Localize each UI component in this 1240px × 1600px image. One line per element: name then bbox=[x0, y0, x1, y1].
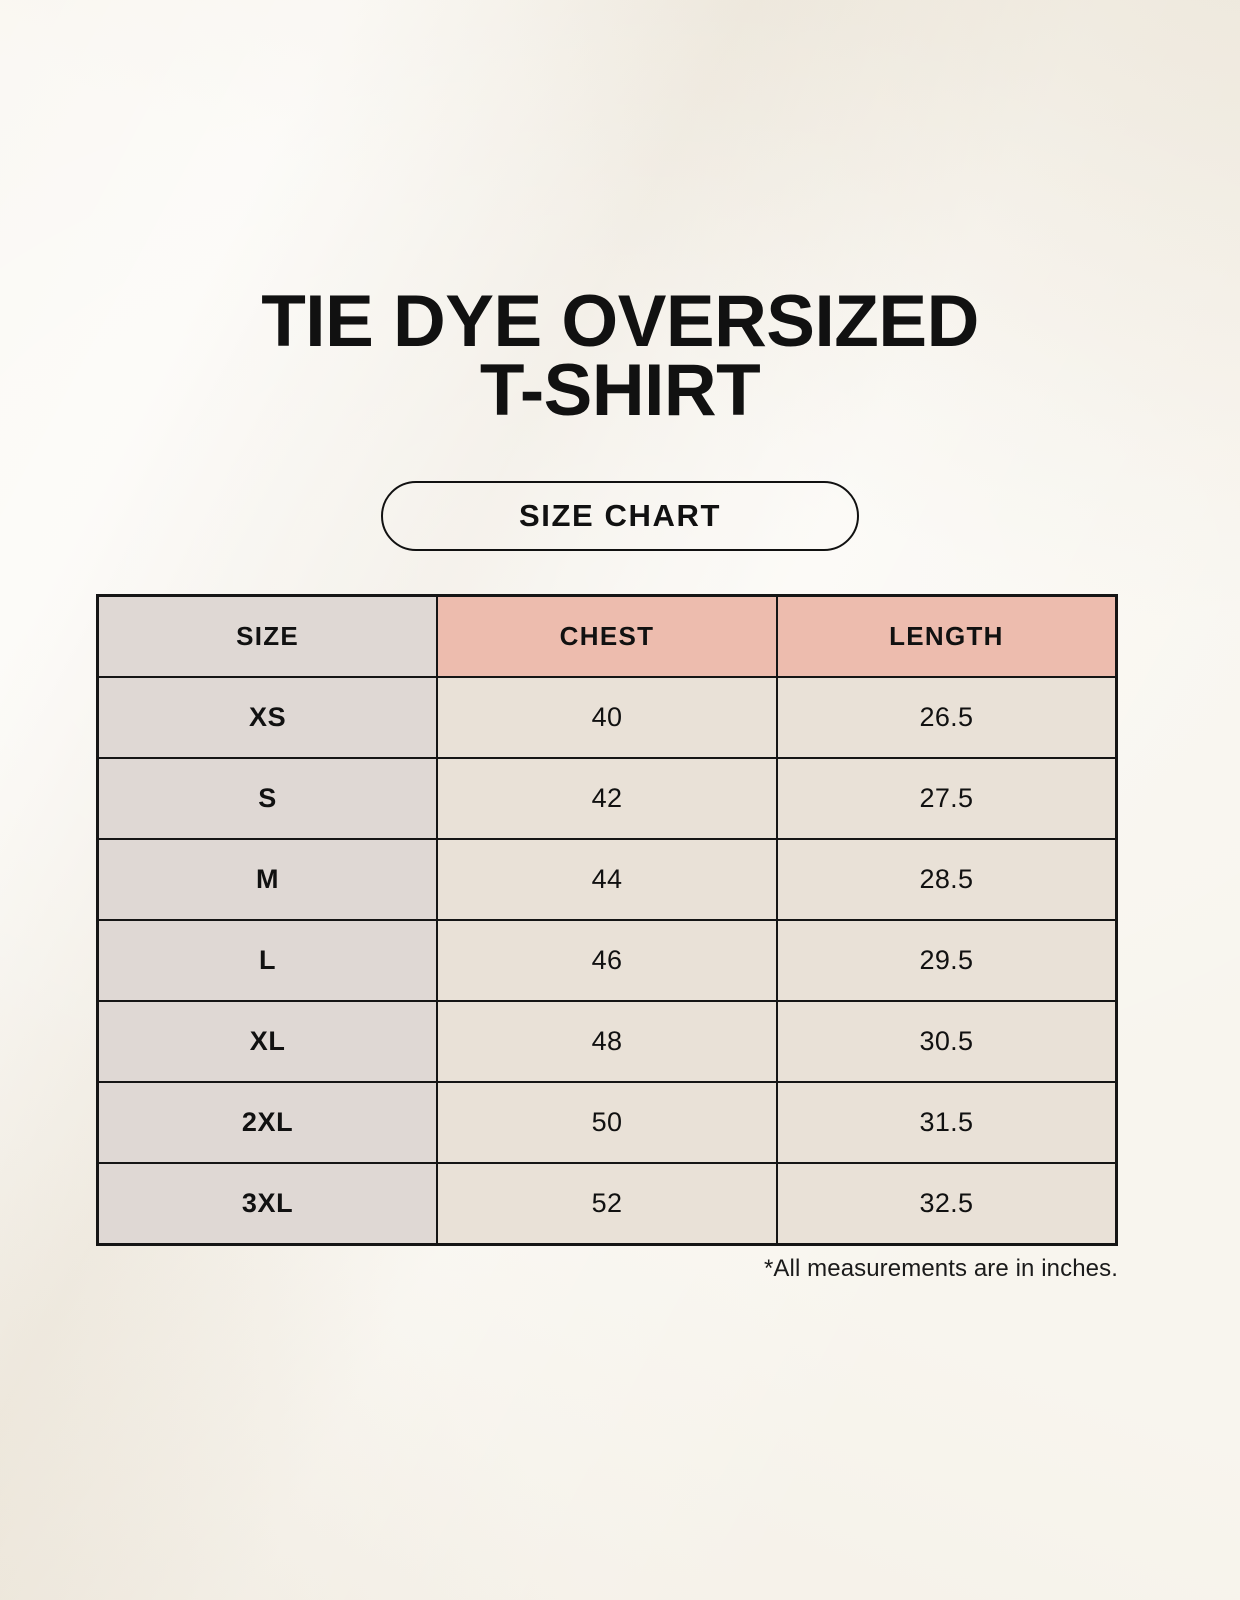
cell-chest: 52 bbox=[436, 1162, 778, 1246]
column-header-chest: CHEST bbox=[436, 594, 778, 678]
size-table-header: SIZE CHEST LENGTH bbox=[96, 594, 1118, 678]
cell-length: 30.5 bbox=[775, 1000, 1118, 1083]
table-row: S 42 27.5 bbox=[96, 757, 1118, 840]
measurement-units-footnote: *All measurements are in inches. bbox=[763, 1255, 1118, 1282]
table-row: M 44 28.5 bbox=[96, 838, 1118, 921]
table-row: 2XL 50 31.5 bbox=[96, 1081, 1118, 1164]
table-row: L 46 29.5 bbox=[96, 919, 1118, 1002]
column-header-size: SIZE bbox=[96, 594, 439, 678]
cell-size: L bbox=[96, 919, 439, 1002]
cell-chest: 46 bbox=[436, 919, 778, 1002]
size-chart-badge: SIZE CHART bbox=[381, 481, 859, 551]
table-row: 3XL 52 32.5 bbox=[96, 1162, 1118, 1246]
size-table: SIZE CHEST LENGTH XS 40 26.5 S 42 27.5 M bbox=[96, 594, 1118, 1246]
size-table-container: SIZE CHEST LENGTH XS 40 26.5 S 42 27.5 M bbox=[96, 594, 1118, 1246]
size-chart-badge-container: SIZE CHART bbox=[0, 481, 1240, 551]
cell-chest: 40 bbox=[436, 676, 778, 759]
cell-length: 27.5 bbox=[775, 757, 1118, 840]
cell-size: 2XL bbox=[96, 1081, 439, 1164]
page-title: TIE DYE OVERSIZED T-SHIRT bbox=[0, 281, 1240, 431]
cell-size: 3XL bbox=[96, 1162, 439, 1246]
table-header-row: SIZE CHEST LENGTH bbox=[96, 594, 1118, 678]
cell-length: 31.5 bbox=[775, 1081, 1118, 1164]
table-row: XL 48 30.5 bbox=[96, 1000, 1118, 1083]
cell-size: XL bbox=[96, 1000, 439, 1083]
size-table-body: XS 40 26.5 S 42 27.5 M 44 28.5 L 46 bbox=[96, 676, 1118, 1246]
cell-length: 26.5 bbox=[775, 676, 1118, 759]
cell-size: M bbox=[96, 838, 439, 921]
table-row: XS 40 26.5 bbox=[96, 676, 1118, 759]
cell-chest: 42 bbox=[436, 757, 778, 840]
cell-length: 32.5 bbox=[775, 1162, 1118, 1246]
cell-chest: 48 bbox=[436, 1000, 778, 1083]
cell-length: 28.5 bbox=[775, 838, 1118, 921]
cell-length: 29.5 bbox=[775, 919, 1118, 1002]
column-header-length: LENGTH bbox=[775, 594, 1118, 678]
cell-size: S bbox=[96, 757, 439, 840]
page-title-line-2: T-SHIRT bbox=[479, 350, 761, 431]
cell-chest: 50 bbox=[436, 1081, 778, 1164]
page-title-line-1: TIE DYE OVERSIZED bbox=[261, 281, 979, 362]
cell-size: XS bbox=[96, 676, 439, 759]
cell-chest: 44 bbox=[436, 838, 778, 921]
